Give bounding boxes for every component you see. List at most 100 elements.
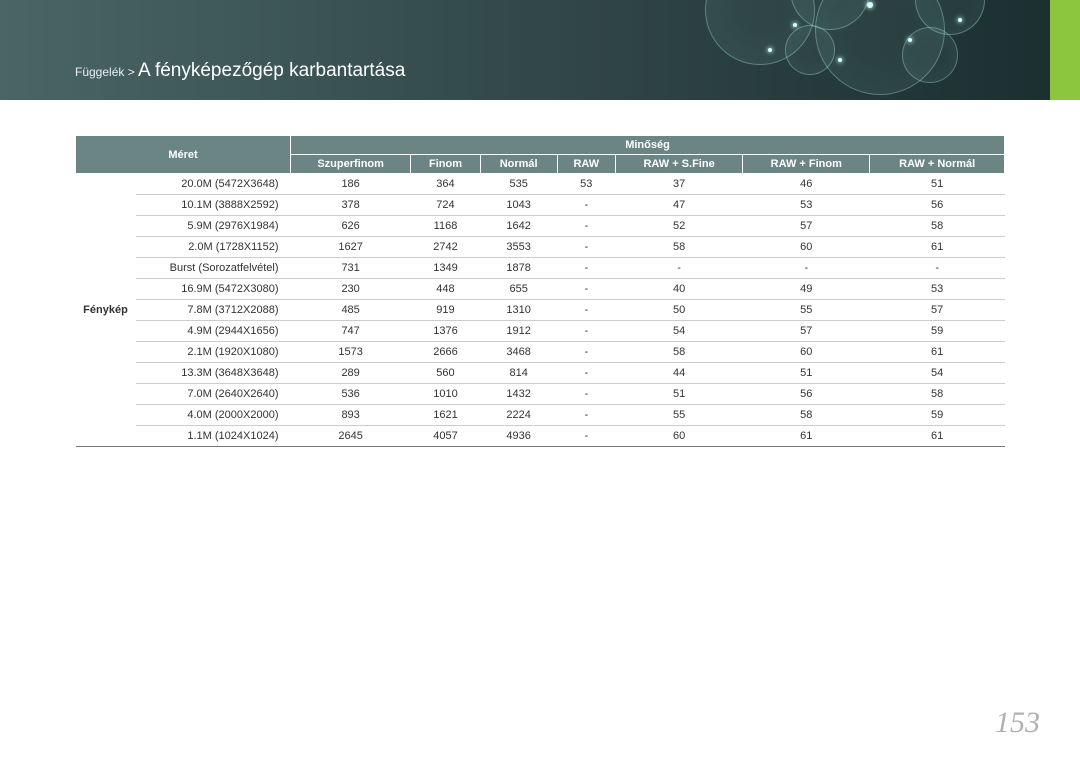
table-row: 5.9M (2976X1984)62611681642-525758: [76, 216, 1005, 237]
cell-value: -: [743, 258, 870, 279]
bokeh-circle: [902, 27, 958, 83]
cell-value: 60: [743, 342, 870, 363]
table-row: 4.9M (2944X1656)74713761912-545759: [76, 321, 1005, 342]
cell-value: 51: [616, 384, 743, 405]
table-row: 2.1M (1920X1080)157326663468-586061: [76, 342, 1005, 363]
col-header: Finom: [411, 155, 480, 174]
breadcrumb: Függelék > A fényképezőgép karbantartása: [75, 60, 405, 82]
cell-value: 1878: [480, 258, 557, 279]
cell-value: 2224: [480, 405, 557, 426]
table-row: 13.3M (3648X3648)289560814-445154: [76, 363, 1005, 384]
cell-value: 731: [291, 258, 411, 279]
cell-value: 54: [870, 363, 1005, 384]
cell-value: 1376: [411, 321, 480, 342]
spark-icon: [838, 58, 842, 62]
cell-value: -: [616, 258, 743, 279]
cell-value: 57: [743, 321, 870, 342]
table-row: 7.8M (3712X2088)4859191310-505557: [76, 300, 1005, 321]
cell-value: 919: [411, 300, 480, 321]
cell-value: 44: [616, 363, 743, 384]
cell-value: 61: [870, 426, 1005, 447]
cell-value: 1627: [291, 237, 411, 258]
cell-value: 1573: [291, 342, 411, 363]
col-header: RAW + S.Fine: [616, 155, 743, 174]
cell-value: 56: [870, 195, 1005, 216]
cell-value: 54: [616, 321, 743, 342]
breadcrumb-prefix: Függelék >: [75, 65, 138, 79]
cell-value: -: [557, 363, 615, 384]
spark-icon: [908, 38, 912, 42]
cell-value: 724: [411, 195, 480, 216]
cell-size: 7.8M (3712X2088): [136, 300, 291, 321]
cell-value: -: [557, 258, 615, 279]
header-bar: [0, 0, 1080, 100]
cell-value: -: [557, 405, 615, 426]
cell-value: 51: [743, 363, 870, 384]
cell-value: 37: [616, 174, 743, 195]
page-number: 153: [995, 706, 1040, 740]
cell-value: 1168: [411, 216, 480, 237]
table-row: Fénykép20.0M (5472X3648)1863645355337465…: [76, 174, 1005, 195]
cell-value: 536: [291, 384, 411, 405]
cell-value: 59: [870, 405, 1005, 426]
cell-value: 1043: [480, 195, 557, 216]
cell-value: 58: [616, 237, 743, 258]
cell-size: 2.0M (1728X1152): [136, 237, 291, 258]
cell-value: 56: [743, 384, 870, 405]
cell-size: 1.1M (1024X1024): [136, 426, 291, 447]
cell-value: 61: [870, 342, 1005, 363]
table-row: 1.1M (1024X1024)264540574936-606161: [76, 426, 1005, 447]
cell-value: 747: [291, 321, 411, 342]
col-header: Normál: [480, 155, 557, 174]
table-row: 7.0M (2640X2640)53610101432-515658: [76, 384, 1005, 405]
cell-value: 60: [743, 237, 870, 258]
col-header: RAW + Normál: [870, 155, 1005, 174]
accent-strip: [1050, 0, 1080, 100]
bokeh-circle: [785, 25, 835, 75]
cell-value: 4057: [411, 426, 480, 447]
table-row: 10.1M (3888X2592)3787241043-475356: [76, 195, 1005, 216]
page-title: A fényképezőgép karbantartása: [138, 60, 405, 81]
cell-value: 53: [743, 195, 870, 216]
spark-icon: [793, 23, 797, 27]
cell-value: 893: [291, 405, 411, 426]
cell-value: 49: [743, 279, 870, 300]
cell-size: 13.3M (3648X3648): [136, 363, 291, 384]
bokeh-circle: [815, 0, 945, 95]
cell-value: 40: [616, 279, 743, 300]
cell-value: 1310: [480, 300, 557, 321]
cell-value: -: [557, 426, 615, 447]
cell-value: 58: [616, 342, 743, 363]
cell-value: 46: [743, 174, 870, 195]
cell-value: 2666: [411, 342, 480, 363]
cell-value: 1912: [480, 321, 557, 342]
bokeh-circle: [915, 0, 985, 35]
cell-value: 58: [870, 216, 1005, 237]
cell-value: 814: [480, 363, 557, 384]
cell-value: -: [557, 195, 615, 216]
cell-value: 230: [291, 279, 411, 300]
cell-value: 59: [870, 321, 1005, 342]
cell-value: 57: [743, 216, 870, 237]
cell-size: 10.1M (3888X2592): [136, 195, 291, 216]
cell-value: -: [557, 342, 615, 363]
cell-value: -: [557, 321, 615, 342]
cell-value: 55: [616, 405, 743, 426]
cell-size: 4.9M (2944X1656): [136, 321, 291, 342]
cell-value: 485: [291, 300, 411, 321]
cell-value: 1432: [480, 384, 557, 405]
cell-value: -: [870, 258, 1005, 279]
capacity-table: MéretMinőségSzuperfinomFinomNormálRAWRAW…: [75, 135, 1005, 447]
cell-value: 53: [870, 279, 1005, 300]
col-header-size: Méret: [76, 136, 291, 174]
cell-size: 16.9M (5472X3080): [136, 279, 291, 300]
cell-size: Burst (Sorozatfelvétel): [136, 258, 291, 279]
cell-value: 58: [870, 384, 1005, 405]
cell-value: 1010: [411, 384, 480, 405]
cell-value: 51: [870, 174, 1005, 195]
cell-value: 364: [411, 174, 480, 195]
cell-value: 626: [291, 216, 411, 237]
spark-icon: [958, 18, 962, 22]
cell-value: 289: [291, 363, 411, 384]
cell-value: 1642: [480, 216, 557, 237]
